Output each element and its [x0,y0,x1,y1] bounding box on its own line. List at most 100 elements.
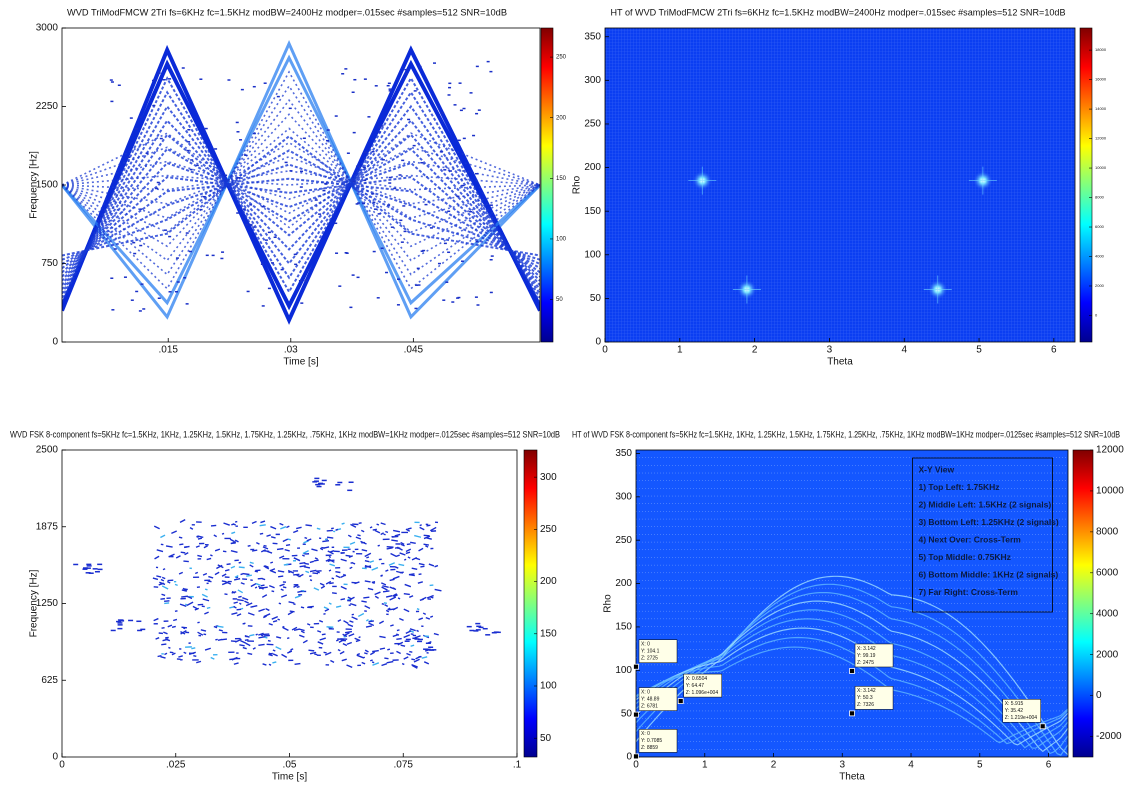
decoration [341,73,344,75]
y-tick-label: 0 [52,752,58,763]
decoration [169,291,172,293]
decoration [199,78,202,80]
decoration [349,604,351,605]
decoration [188,642,190,644]
decoration [476,629,481,631]
decoration [381,248,384,250]
decoration [322,480,327,482]
decoration [116,621,121,623]
decoration [174,581,176,582]
x-tick-label: 5 [976,345,982,356]
chart-title: HT of WVD TriModFMCW 2Tri fs=6KHz fc=1.5… [611,7,1066,17]
decoration [448,94,451,96]
decoration [235,525,237,526]
y-tick-label: 300 [584,75,601,86]
y-tick-label: 750 [41,258,58,269]
decoration [364,610,367,612]
decoration [485,634,490,636]
decoration [332,586,337,587]
decoration [192,524,195,525]
decoration [334,223,337,225]
decoration [356,166,359,168]
decoration [487,61,490,63]
x-tick-label: 0 [602,345,608,356]
decoration [490,292,493,294]
decoration [335,567,340,569]
datatip-text: X: 0 [641,689,650,695]
decoration [236,212,239,214]
decoration [189,567,192,569]
decoration [183,277,186,279]
y-tick-label: 0 [52,337,58,348]
decoration [285,162,288,164]
decoration [342,549,347,551]
decoration [252,226,255,228]
decoration [337,638,344,640]
decoration [448,87,451,89]
decoration [430,227,433,229]
decoration [241,89,244,91]
decoration [458,140,461,142]
decoration [160,138,163,140]
decoration [428,647,433,649]
decoration [207,583,209,585]
decoration [283,581,286,583]
x-tick-label: 0 [633,760,639,771]
decoration [491,255,494,257]
colorbar-tick-label: 300 [540,472,557,483]
colorbar-tick-label: 200 [556,115,567,121]
decoration [401,532,408,533]
colorbar-tick-label: 0 [1096,690,1102,701]
y-tick-label: 150 [615,622,632,633]
decoration [353,132,356,134]
decoration [111,630,116,632]
y-tick-label: 50 [590,293,602,304]
x-tick-label: 6 [1046,760,1052,771]
decoration [271,262,274,264]
x-tick-label: .015 [158,345,178,356]
decoration [349,482,354,484]
decoration [110,101,113,103]
colorbar-tick-label: 6000 [1095,224,1105,229]
decoration [424,81,427,83]
decoration [95,571,100,573]
decoration [353,79,356,81]
decoration [262,305,265,307]
colorbar-tick-label: 8000 [1095,195,1105,200]
colorbar-tick-label: 10000 [1096,486,1124,497]
decoration [357,277,360,279]
y-axis-label: Rho [572,175,583,194]
decoration [418,284,421,286]
colorbar-tick-label: 250 [540,524,557,535]
decoration [463,108,466,110]
decoration [367,116,370,118]
colorbar-tick-label: 14000 [1095,106,1107,111]
colorbar-tick-label: 8000 [1096,527,1119,538]
decoration [388,182,391,184]
decoration [478,109,481,111]
datatip-text: Z: 6781 [641,703,658,709]
decoration [378,213,381,215]
decoration [228,652,234,654]
decoration [413,635,416,636]
decoration [300,302,303,304]
decoration [397,547,400,549]
decoration [161,653,164,655]
decoration [227,79,230,81]
colorbar-tick-label: 200 [540,576,557,587]
decoration [418,639,423,641]
decoration [110,277,113,279]
decoration [187,129,190,131]
decoration [158,297,161,299]
colorbar [1073,450,1093,757]
decoration [186,150,189,152]
decoration [164,229,167,231]
decoration [401,160,404,162]
decoration [304,280,307,282]
decoration [346,252,349,254]
y-tick-label: 1875 [36,521,59,532]
decoration [297,547,300,549]
figure: WVD TriModFMCW 2Tri fs=6KHz fc=1.5KHz mo… [0,0,1126,789]
datatip-text: Y: 0.7085 [641,738,662,744]
decoration [356,203,359,205]
